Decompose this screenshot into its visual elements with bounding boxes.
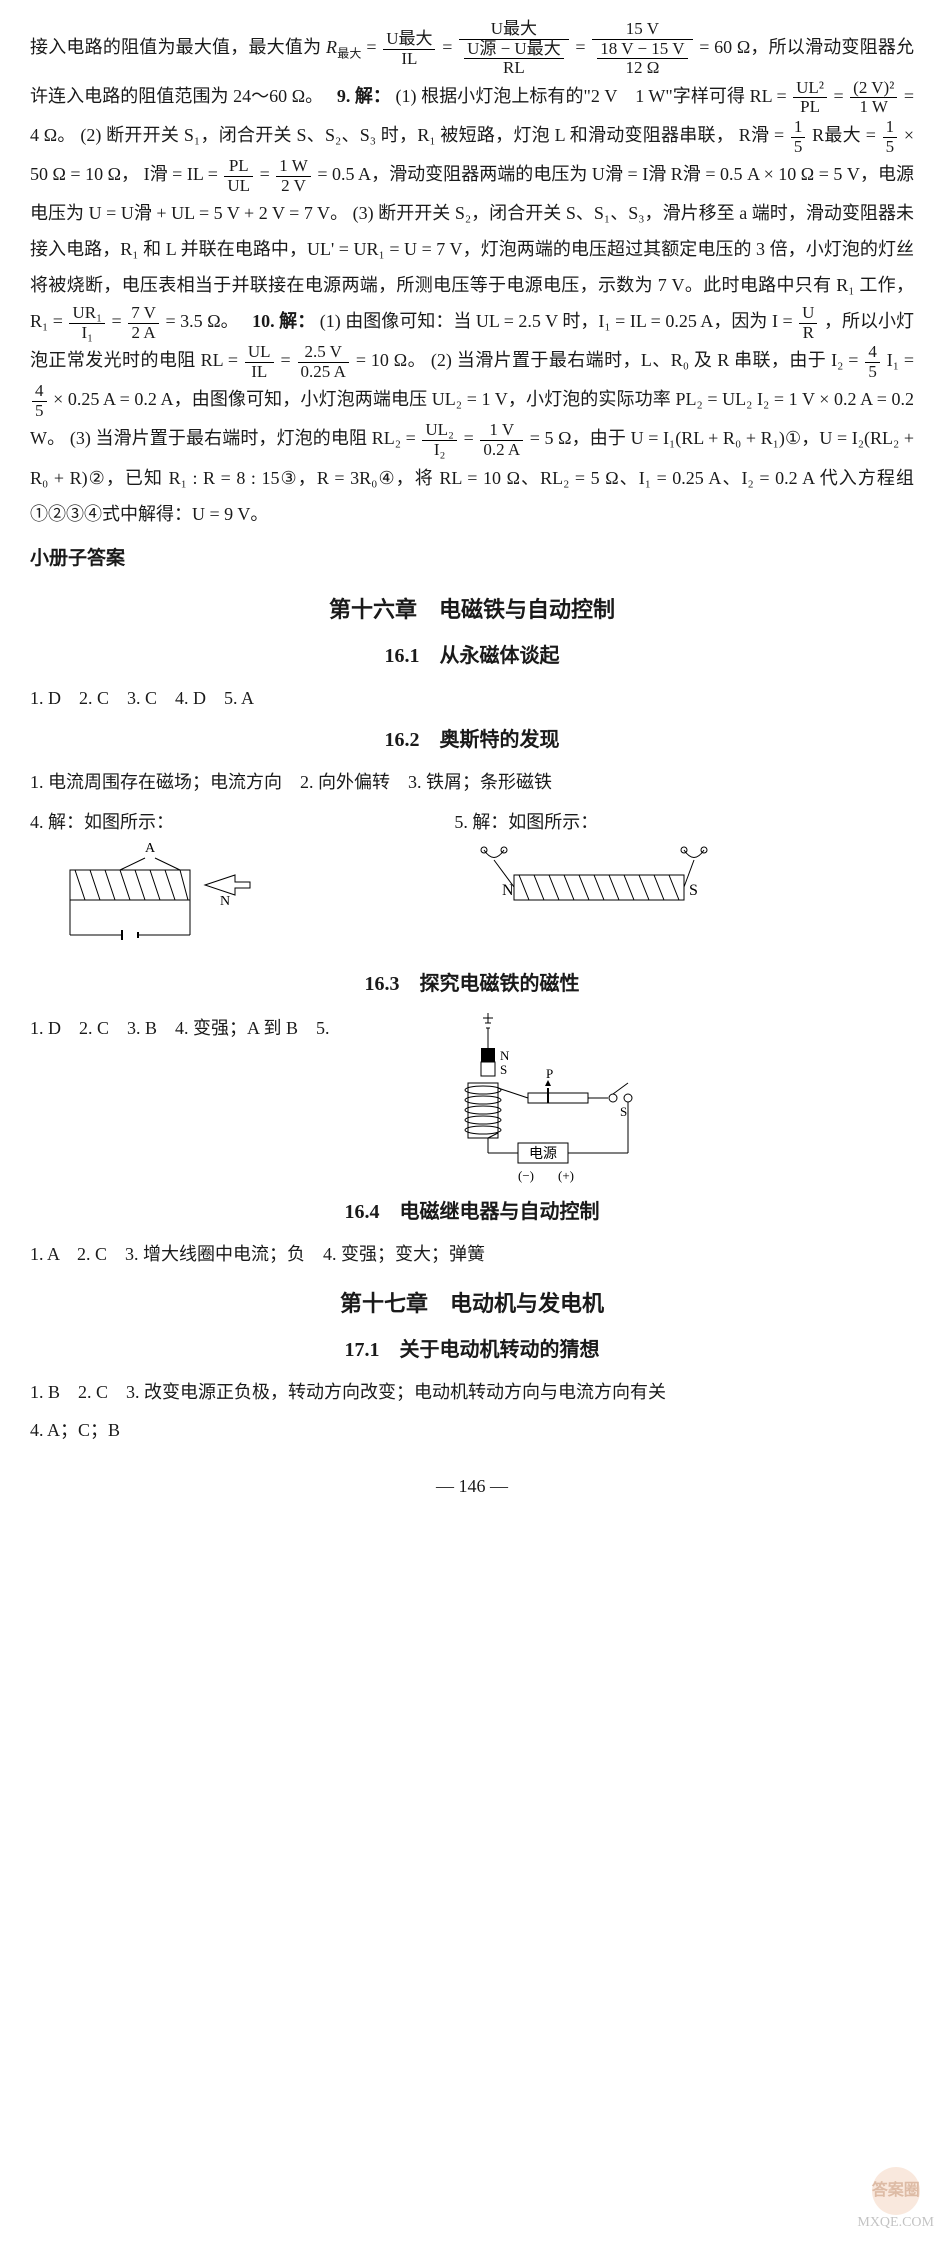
chapter-17-title: 第十七章 电动机与发电机 xyxy=(30,1282,914,1326)
watermark-url: MXQE.COM xyxy=(857,2215,934,2230)
fraction: U最大IL xyxy=(383,30,435,68)
figures-16-2: 4. 解：如图所示： A N 5. 解：如图所示： xyxy=(30,804,914,960)
answers-16-2-line1: 1. 电流周围存在磁场；电流方向 2. 向外偏转 3. 铁屑；条形磁铁 xyxy=(30,764,914,800)
svg-text:(−): (−) xyxy=(518,1168,534,1183)
fraction: (2 V)²1 W xyxy=(850,79,897,117)
answer-5-label: 5. 解：如图所示： xyxy=(454,812,598,832)
q10-label: 10. 解： xyxy=(252,311,315,331)
solenoid-compass-diagram: A N xyxy=(30,840,270,960)
solution-paragraph: 接入电路的阻值为最大值，最大值为 R最大 = U最大IL = U最大 U源 − … xyxy=(30,20,914,532)
page-number: — 146 — xyxy=(30,1468,914,1504)
fraction: UL₂I₂ xyxy=(422,421,457,459)
answer-4-label: 4. 解：如图所示： xyxy=(30,812,174,832)
fraction: 15 xyxy=(791,118,806,156)
var: R₁ = xyxy=(30,311,67,331)
fraction: 1 V0.2 A xyxy=(480,421,523,459)
var: R滑 = xyxy=(739,125,789,145)
fraction: UL²PL xyxy=(793,79,827,117)
svg-text:N: N xyxy=(220,894,230,909)
answers-16-1: 1. D 2. C 3. C 4. D 5. A xyxy=(30,680,914,716)
text: (1) 根据小灯泡上标有的"2 V 1 W"字样可得 xyxy=(396,86,750,106)
svg-text:电源: 电源 xyxy=(529,1146,557,1162)
text: (3) 当滑片置于最右端时，灯泡的电阻 xyxy=(70,428,372,448)
watermark-badge: 答案圈 xyxy=(872,2167,920,2215)
section-16-1-title: 16.1 从永磁体谈起 xyxy=(30,636,914,676)
nested-fraction: U最大 U源 − U最大RL xyxy=(459,20,569,78)
var: RL xyxy=(750,86,772,106)
fraction: 45 xyxy=(865,343,880,381)
text: 接入电路的阻值为最大值，最大值为 xyxy=(30,37,326,57)
var: R最大 xyxy=(326,37,362,57)
svg-text:(+): (+) xyxy=(558,1168,574,1183)
svg-text:A: A xyxy=(145,841,156,856)
text: I₁ = xyxy=(887,350,914,370)
answers-16-4: 1. A 2. C 3. 增大线圈中电流；负 4. 变强；变大；弹簧 xyxy=(30,1236,914,1272)
text: (1) 由图像可知：当 UL = 2.5 V 时，I₁ = IL = 0.25 … xyxy=(320,311,772,331)
text: R最大 = xyxy=(812,125,880,145)
fraction: 1 W2 V xyxy=(276,157,311,195)
var: RL₂ = xyxy=(372,428,421,448)
electromagnet-circuit-diagram: N S P S 电源 (−) (+) xyxy=(428,1008,648,1188)
answers-17-1-line1: 1. B 2. C 3. 改变电源正负极，转动方向改变；电动机转动方向与电流方向… xyxy=(30,1374,914,1410)
fraction: 2.5 V0.25 A xyxy=(298,343,349,381)
answers-16-3: 1. D 2. C 3. B 4. 变强；A 到 B 5. xyxy=(30,1010,428,1046)
var: I = xyxy=(772,311,797,331)
svg-text:S: S xyxy=(620,1104,627,1119)
section-16-4-title: 16.4 电磁继电器与自动控制 xyxy=(30,1192,914,1232)
svg-text:S: S xyxy=(689,882,698,899)
fraction: 7 V2 A xyxy=(128,304,159,342)
var: I滑 = IL = xyxy=(144,164,223,184)
svg-text:P: P xyxy=(546,1066,553,1081)
fraction: 15 xyxy=(883,118,898,156)
var: I₂ = xyxy=(831,350,863,370)
booklet-title: 小册子答案 xyxy=(30,540,914,578)
fraction: 45 xyxy=(32,382,47,420)
fraction: ULIL xyxy=(245,343,274,381)
text: = 10 Ω。 xyxy=(356,350,426,370)
text: = 3.5 Ω。 xyxy=(166,311,230,331)
answers-17-1-line2: 4. A；C；B xyxy=(30,1412,914,1448)
nested-fraction: 15 V 18 V − 15 V12 Ω xyxy=(592,20,692,78)
svg-text:N: N xyxy=(500,1048,510,1063)
section-17-1-title: 17.1 关于电动机转动的猜想 xyxy=(30,1330,914,1370)
bar-magnet-diagram: N S xyxy=(454,840,734,920)
section-16-2-title: 16.2 奥斯特的发现 xyxy=(30,720,914,760)
var: RL = xyxy=(201,350,243,370)
section-16-3-title: 16.3 探究电磁铁的磁性 xyxy=(30,964,914,1004)
svg-text:S: S xyxy=(500,1062,507,1077)
fraction: UR₁I₁ xyxy=(69,304,105,342)
q9-label: 9. 解： xyxy=(337,86,391,106)
watermark: 答案圈 MXQE.COM xyxy=(857,2167,934,2232)
text: (2) 当滑片置于最右端时，L、R₀ 及 R 串联，由于 xyxy=(431,350,831,370)
text: (2) 断开开关 S₁，闭合开关 S、S₂、S₃ 时，R₁ 被短路，灯泡 L 和… xyxy=(80,125,734,145)
chapter-16-title: 第十六章 电磁铁与自动控制 xyxy=(30,588,914,632)
fraction: UR xyxy=(799,304,817,342)
fraction: PLUL xyxy=(224,157,253,195)
